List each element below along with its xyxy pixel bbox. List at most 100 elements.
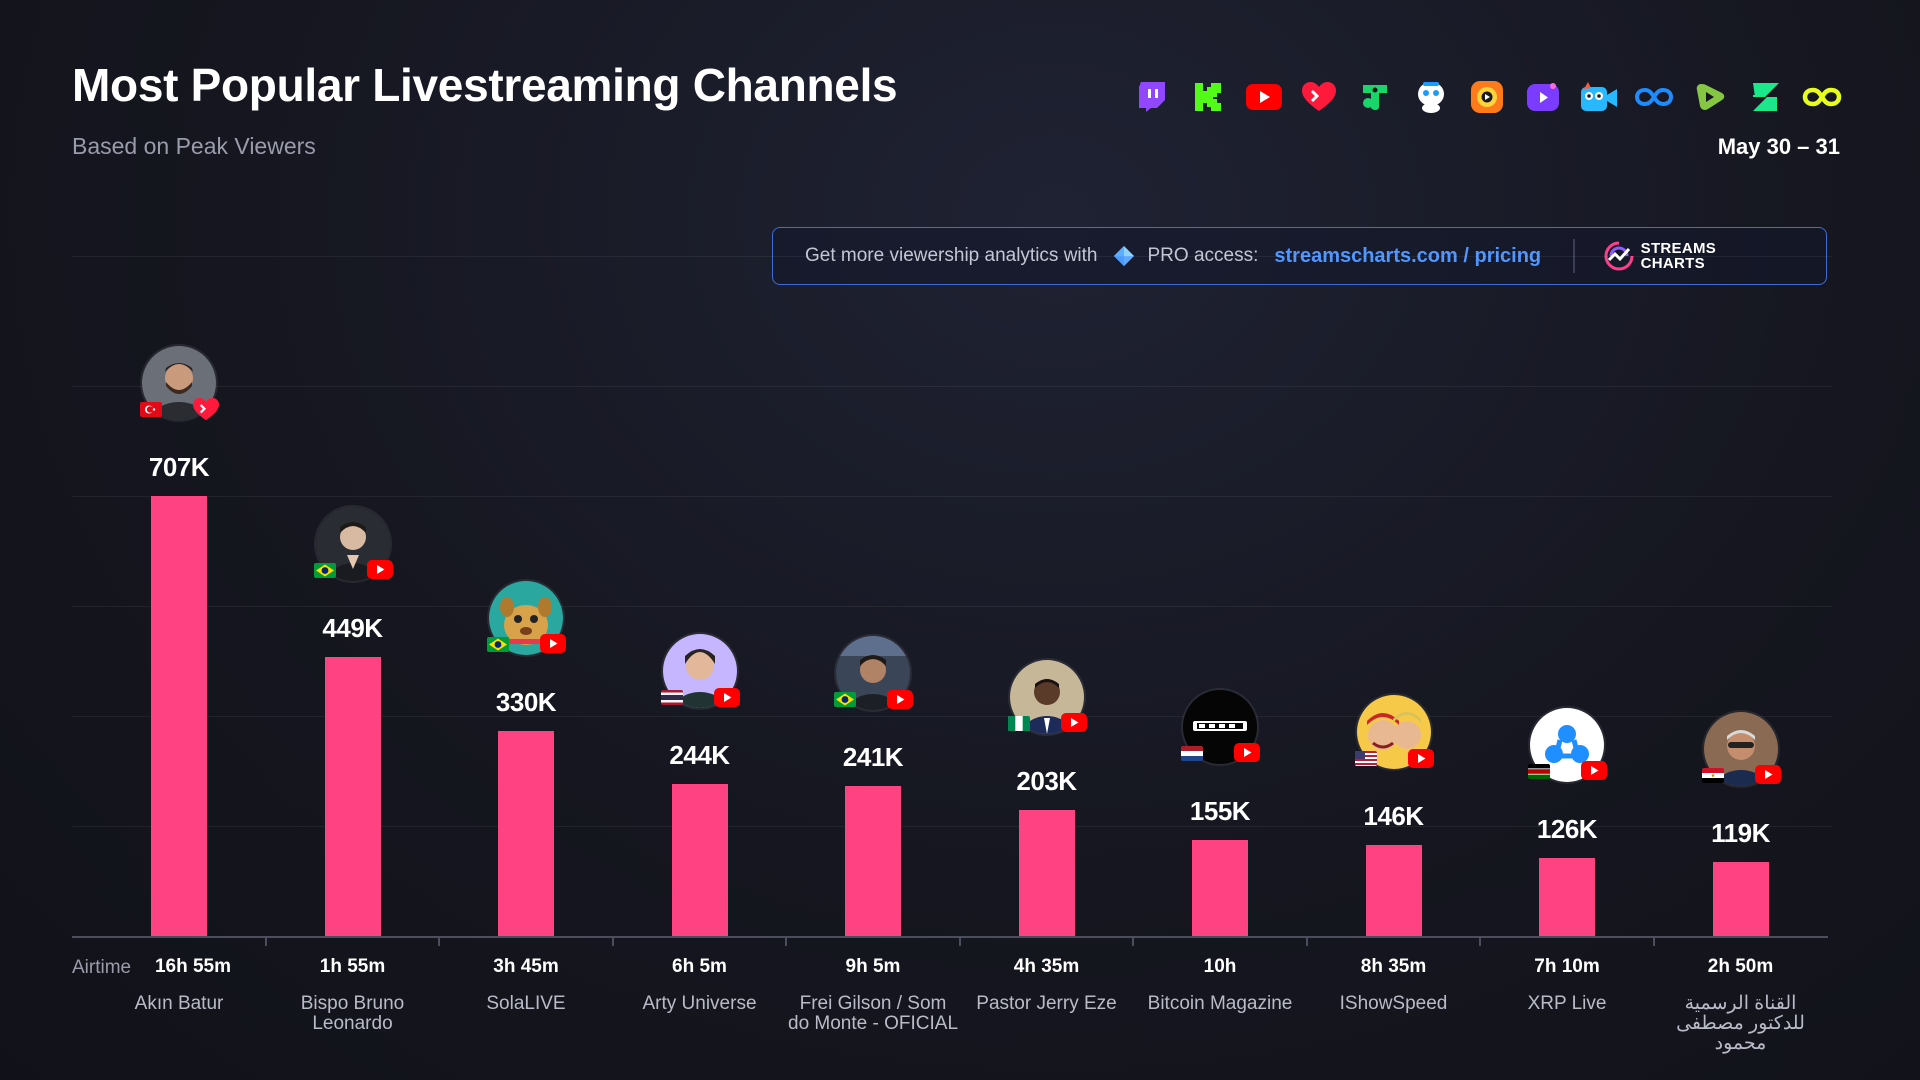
channel-name: Akın Batur (134, 993, 224, 1014)
value-label: 126K (1536, 813, 1598, 844)
bar-1[interactable] (151, 496, 207, 936)
grid-line (72, 826, 1832, 827)
afreecatv-icon[interactable] (1467, 77, 1507, 117)
promo-banner[interactable]: Get more viewership analytics with PRO a… (772, 227, 1827, 285)
channel-name: XRP Live (1527, 993, 1607, 1014)
turkey-flag (140, 402, 162, 417)
brazil-flag (834, 692, 856, 707)
value-label: 203K (1016, 765, 1077, 796)
channel-avatar[interactable] (487, 580, 566, 655)
pricing-link[interactable]: streamscharts.com / pricing (1274, 244, 1542, 267)
channel-name: Pastor Jerry Eze (976, 993, 1117, 1014)
grid-line (72, 606, 1832, 607)
channel-avatar[interactable] (1354, 695, 1434, 770)
kick-icon[interactable] (1188, 77, 1228, 117)
loop-icon[interactable] (1802, 77, 1842, 117)
bar-6[interactable] (1018, 809, 1075, 936)
axis-tick (1652, 938, 1655, 946)
channel-name: IShowSpeed (1339, 993, 1448, 1014)
twitch-icon[interactable] (1132, 77, 1172, 117)
airtime-value: 8h 35m (1360, 956, 1427, 977)
nigeria-flag (1007, 715, 1030, 731)
brazil-flag (487, 636, 509, 652)
value-label: 330K (495, 686, 557, 717)
bar-7[interactable] (1192, 839, 1248, 936)
promo-text: Get more viewership analytics with (805, 245, 1098, 266)
youtube-icon (1060, 711, 1088, 735)
bar-4[interactable] (671, 784, 728, 936)
axis-tick (1132, 938, 1135, 946)
grid-line (72, 256, 1832, 257)
bar-9[interactable] (1539, 857, 1595, 936)
bigo-icon[interactable] (1411, 77, 1451, 117)
channel-avatar[interactable] (1701, 711, 1781, 786)
rumble-icon[interactable] (1690, 77, 1730, 117)
chart-subtitle: Based on Peak Viewers (72, 133, 316, 159)
netherlands-flag (1181, 745, 1203, 761)
channel-name: Frei Gilson / Som do Monte - OFICIAL (788, 993, 959, 1034)
streams-charts-logo-text: STREAMS CHARTS (1640, 240, 1717, 272)
youtube-icon (713, 685, 741, 709)
bar-2[interactable] (324, 656, 381, 936)
channel-name: Arty Universe (642, 993, 757, 1014)
bar-10[interactable] (1712, 861, 1769, 936)
channel-avatar[interactable] (1007, 659, 1087, 734)
axis-tick (1479, 938, 1482, 946)
axis-tick (611, 938, 614, 946)
youtube-icon (886, 687, 914, 711)
airtime-value: 3h 45m (493, 956, 559, 977)
grid-line (72, 386, 1832, 387)
youtube-icon (1407, 746, 1435, 770)
channel-name: Bitcoin Magazine (1147, 993, 1293, 1014)
axis-tick (264, 938, 267, 946)
airtime-value: 10h (1203, 956, 1237, 977)
channel-avatar[interactable] (313, 506, 393, 581)
bar-8[interactable] (1365, 845, 1422, 936)
vk-heart-icon[interactable] (1299, 77, 1339, 117)
youtube-icon (1754, 763, 1782, 787)
infinity-icon[interactable] (1634, 77, 1674, 117)
channel-avatar[interactable] (1181, 689, 1260, 764)
airtime-value: 6h 5m (672, 956, 727, 977)
value-label: 146K (1363, 801, 1424, 832)
airtime-label: Airtime (72, 957, 132, 978)
brazil-flag (313, 562, 336, 578)
value-label: 241K (842, 742, 904, 772)
x-axis-line (72, 936, 1828, 938)
usa-flag (1354, 751, 1377, 767)
avatar-image (836, 636, 910, 710)
chart-title: Most Popular Livestreaming Channels (72, 59, 898, 111)
airtime-value: 4h 35m (1013, 956, 1080, 977)
value-label: 244K (669, 740, 730, 771)
youtube-icon (1233, 741, 1261, 765)
platform-icons-row (1132, 76, 1842, 118)
kenya-flag (1528, 763, 1550, 779)
channel-avatar[interactable] (834, 636, 913, 710)
openrec-icon[interactable] (1579, 77, 1619, 117)
vk-heart-icon (192, 397, 220, 421)
thailand-flag (660, 690, 683, 706)
streams-charts-logo[interactable]: STREAMS CHARTS (1603, 240, 1716, 272)
airtime-value: 9h 5m (845, 956, 901, 977)
channel-avatar[interactable] (660, 634, 740, 709)
bar-5[interactable] (845, 786, 901, 936)
channel-name: Bispo Bruno Leonardo (300, 993, 405, 1034)
axis-tick (1305, 938, 1308, 946)
youtube-icon (366, 558, 394, 582)
promo-pro-label: PRO access: (1147, 245, 1259, 266)
trovo-icon[interactable] (1355, 77, 1395, 117)
airtime-value: 7h 10m (1534, 956, 1600, 977)
value-label: 449K (322, 612, 383, 643)
channel-avatar[interactable] (1528, 707, 1607, 782)
chzzk-icon[interactable] (1523, 77, 1563, 117)
diamond-icon (1113, 246, 1134, 266)
airtime-value: 1h 55m (319, 956, 386, 977)
axis-tick (438, 938, 441, 946)
airtime-value: 2h 50m (1707, 956, 1774, 977)
channel-avatar[interactable] (140, 346, 219, 420)
zap-icon[interactable] (1746, 77, 1786, 117)
date-range: May 30 – 31 (1717, 134, 1840, 159)
youtube-icon[interactable] (1244, 77, 1284, 117)
bar-3[interactable] (498, 730, 554, 936)
axis-tick (785, 938, 788, 946)
